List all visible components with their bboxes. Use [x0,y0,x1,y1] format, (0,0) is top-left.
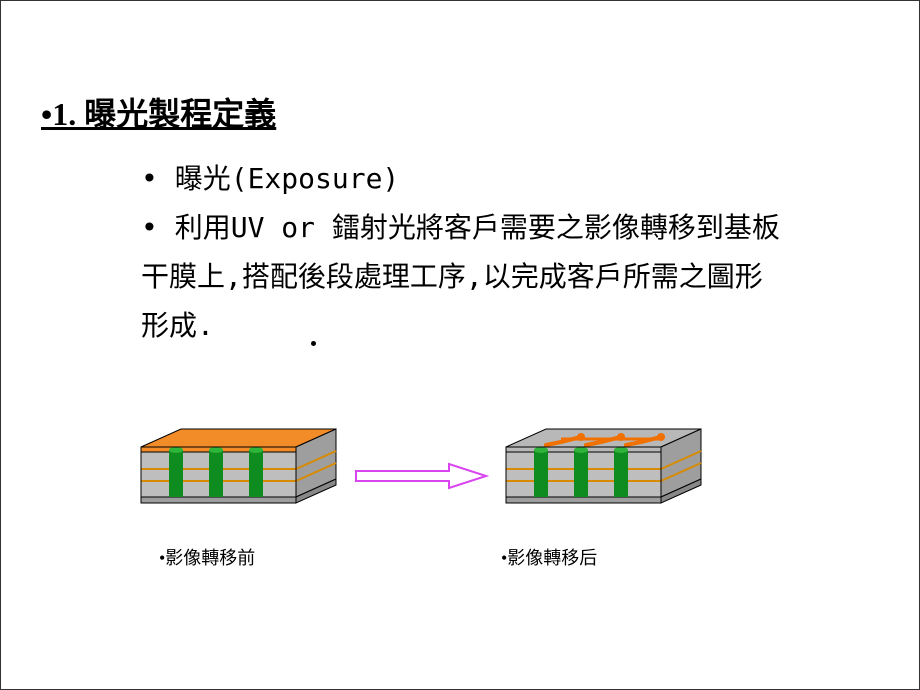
diagram-after [501,406,706,516]
arrow-container [354,461,489,491]
caption-after: •影像轉移后 [501,544,597,570]
section-title: •1. 曝光製程定義 [41,89,276,135]
arrow-icon [354,461,489,491]
diagram-area [136,421,816,611]
diagram-before [136,421,341,516]
caption-before: •影像轉移前 [159,544,255,570]
bullet-exposure: • 曝光(Exposure) [141,154,399,203]
center-dot-icon [311,341,316,346]
bullet-description: • 利用UV or 鐳射光將客戶需要之影像轉移到基板干膜上,搭配後段處理工序,以… [141,203,781,350]
